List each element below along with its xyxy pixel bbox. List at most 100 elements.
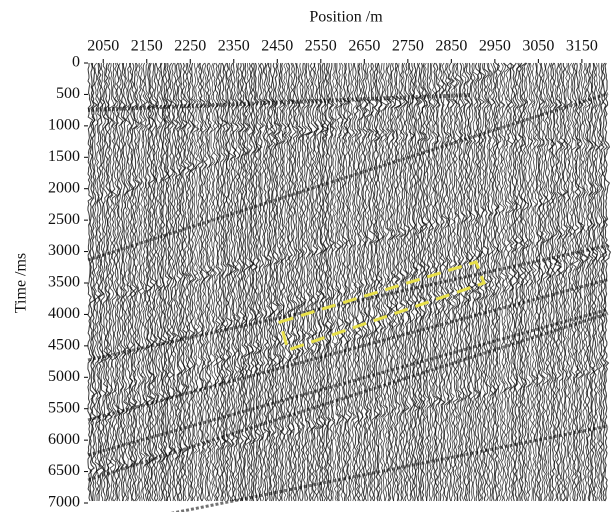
trace (170, 62, 177, 502)
trace (131, 62, 138, 502)
trace (254, 62, 261, 502)
trace (335, 63, 342, 502)
x-tick-label: 3150 (566, 38, 598, 55)
y-tick-label: 500 (56, 85, 80, 102)
trace (478, 62, 486, 502)
trace (375, 62, 383, 502)
trace (377, 62, 384, 502)
trace (456, 62, 463, 502)
trace (212, 62, 219, 502)
trace (122, 62, 129, 502)
x-tick-label: 2950 (479, 38, 511, 55)
trace (518, 62, 525, 501)
trace (96, 62, 102, 502)
trace (525, 62, 531, 502)
trace (428, 62, 434, 502)
trace (276, 62, 283, 502)
trace (382, 62, 389, 501)
trace (379, 62, 388, 502)
x-tick-label: 2350 (218, 38, 250, 55)
trace (236, 62, 243, 502)
trace (441, 62, 448, 502)
trace (208, 62, 215, 502)
trace (542, 62, 550, 502)
trace (230, 62, 237, 502)
trace (146, 62, 154, 502)
trace (397, 62, 406, 502)
trace (373, 62, 380, 502)
trace (463, 62, 470, 502)
trace (135, 62, 142, 502)
trace (155, 62, 162, 502)
trace (302, 62, 312, 502)
trace (291, 62, 298, 502)
trace (569, 62, 575, 502)
trace (584, 62, 591, 502)
trace (104, 62, 111, 502)
trace (234, 62, 241, 502)
trace (487, 62, 494, 502)
trace (118, 62, 125, 502)
trace (368, 62, 375, 502)
trace (175, 62, 182, 502)
trace (313, 62, 320, 502)
trace (509, 62, 516, 502)
trace (287, 62, 294, 502)
trace (157, 62, 164, 502)
trace (353, 62, 360, 502)
y-tick-label: 5000 (48, 368, 80, 385)
trace (423, 62, 430, 502)
trace (87, 62, 94, 502)
trace (390, 62, 397, 502)
trace (278, 62, 285, 502)
y-tick-label: 2000 (48, 179, 80, 196)
trace (195, 62, 202, 502)
trace (133, 62, 140, 502)
trace (219, 63, 226, 502)
trace (349, 62, 355, 502)
y-tick-label: 5500 (48, 399, 80, 416)
trace (403, 62, 411, 502)
trace (555, 63, 562, 502)
trace (329, 62, 336, 502)
trace (362, 62, 369, 502)
trace (577, 62, 584, 502)
trace (265, 62, 272, 502)
trace (258, 62, 265, 502)
trace (161, 62, 169, 501)
trace (166, 62, 173, 502)
trace (346, 63, 353, 502)
trace (190, 62, 197, 502)
trace (544, 62, 551, 502)
x-tick-label: 2250 (174, 38, 206, 55)
trace (89, 62, 96, 502)
trace (221, 62, 228, 502)
trace (267, 62, 274, 502)
y-axis-label: Time /ms (13, 253, 30, 313)
seismic-section (87, 62, 611, 517)
trace (560, 63, 567, 502)
trace (137, 62, 144, 502)
y-tick-label: 2500 (48, 211, 80, 228)
trace (489, 62, 496, 502)
x-tick-label: 2550 (305, 38, 337, 55)
trace (445, 62, 452, 502)
trace (203, 62, 210, 502)
trace (225, 62, 232, 502)
trace (586, 62, 594, 502)
trace (558, 62, 564, 502)
trace (522, 62, 530, 502)
trace (168, 62, 175, 502)
trace (531, 62, 538, 502)
trace (467, 62, 474, 502)
trace (513, 62, 520, 502)
trace (223, 62, 230, 502)
trace (318, 62, 325, 502)
reflection-event (145, 424, 609, 517)
trace (355, 62, 362, 502)
reflection-event (87, 92, 609, 262)
trace (498, 62, 505, 502)
trace (217, 62, 223, 502)
trace (142, 62, 149, 502)
